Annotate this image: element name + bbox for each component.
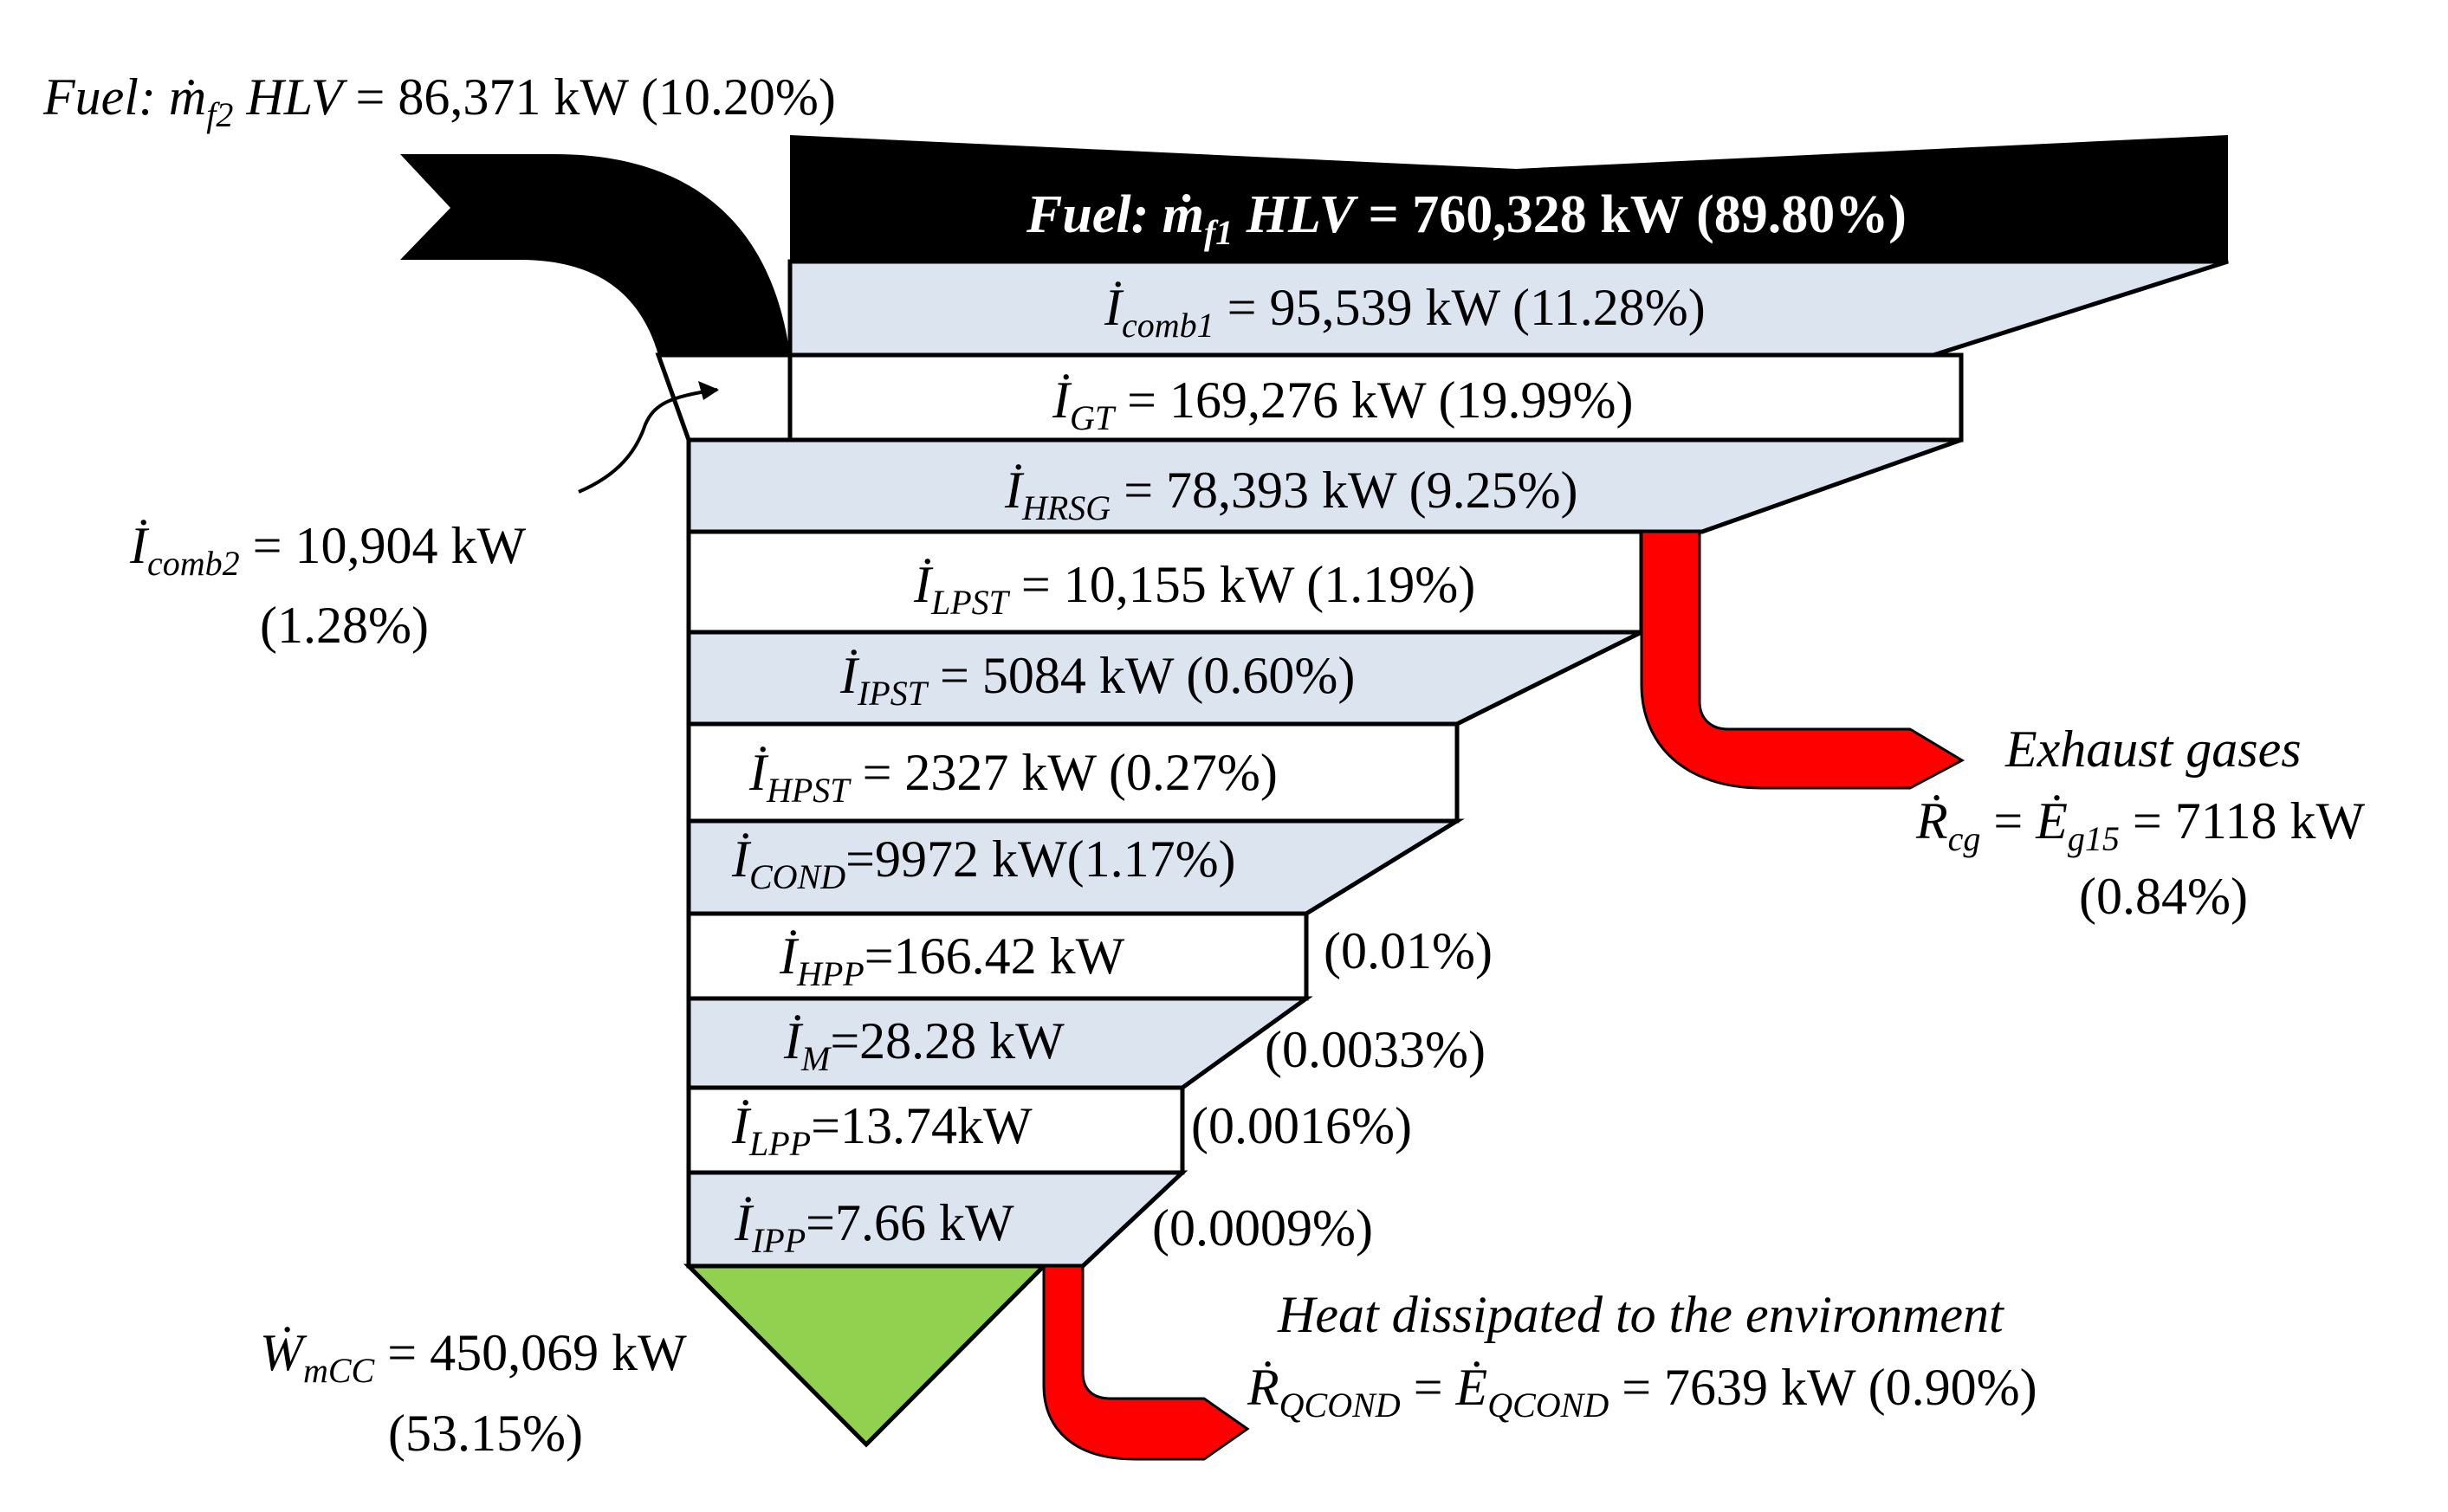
band-label-ipst: İIPST = 5084 kW (0.60%): [839, 647, 1355, 713]
work-label: ẆmCC = 450,069 kW: [260, 1324, 687, 1390]
heat-title: Heat dissipated to the environment: [1277, 1286, 2004, 1343]
fuel1-band: [790, 135, 2228, 262]
band-side-lpp: (0.0016%): [1191, 1097, 1412, 1154]
exhaust-arrow: [1640, 530, 1966, 790]
band-side-ipp: (0.0009%): [1152, 1199, 1373, 1257]
comb2-pointer: [578, 388, 718, 494]
heat-arrow: [1042, 1264, 1250, 1461]
band-hrsg: [686, 437, 1962, 534]
band-label-hpp: İHPP=166.42 kW: [779, 927, 1125, 993]
band-label-ipp: İIPP=7.66 kW: [734, 1194, 1014, 1260]
band-side-m: (0.0033%): [1265, 1021, 1486, 1078]
band-label-m: İM=28.28 kW: [783, 1012, 1065, 1078]
heat-eq: ṘQCOND = ĖQCOND = 7639 kW (0.90%): [1247, 1359, 2037, 1425]
band-label-hrsg: İHRSG = 78,393 kW (9.25%): [1004, 462, 1578, 527]
fuel1-label: Fuel: ṁf1 HLV = 760,328 kW (89.80%): [1026, 185, 1907, 252]
exhaust-pct: (0.84%): [2079, 868, 2248, 925]
comb2-pointer-head: [698, 381, 719, 400]
comb2-label: İcomb2 = 10,904 kW: [129, 517, 526, 583]
work-triangle: [683, 1263, 1050, 1448]
band-label-comb1: İcomb1 = 95,539 kW (11.28%): [1104, 279, 1706, 345]
band-side-hpp: (0.01%): [1324, 922, 1493, 979]
exhaust-title: Exhaust gases: [2004, 720, 2302, 778]
work-pct: (53.15%): [388, 1405, 583, 1462]
fuel2-arrow: [400, 154, 790, 355]
band-label-cond: İCOND=9972 kW(1.17%): [731, 830, 1236, 896]
band-label-lpp: İLPP=13.74kW: [731, 1097, 1033, 1163]
exhaust-eq: Ṙcg = Ėg15 = 7118 kW: [1915, 792, 2366, 858]
band-label-lpst: İLPST = 10,155 kW (1.19%): [913, 556, 1475, 622]
fuel2-label: Fuel: ṁf2 HLV = 86,371 kW (10.20%): [42, 68, 836, 134]
band-label-hpst: İHPST = 2327 kW (0.27%): [748, 744, 1278, 810]
band-label-gt: İGT = 169,276 kW (19.99%): [1052, 372, 1633, 437]
comb2-pct: (1.28%): [260, 597, 429, 654]
